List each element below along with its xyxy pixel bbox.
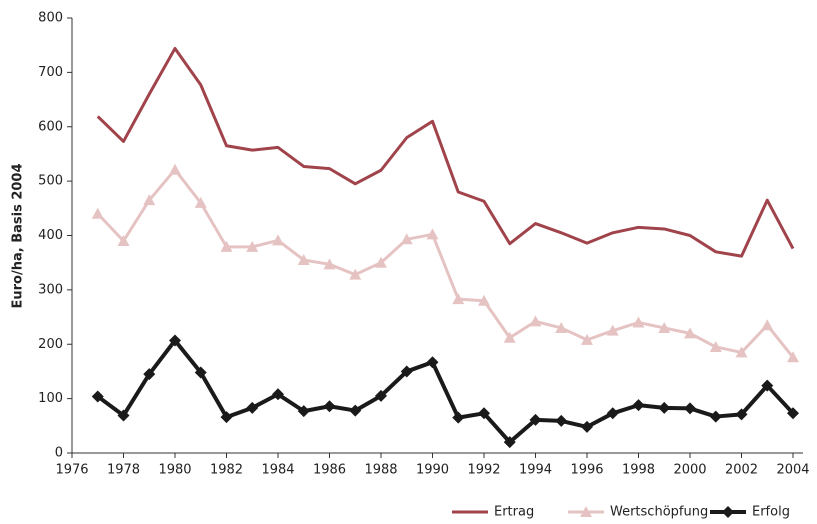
x-tick-label: 1988: [364, 463, 397, 478]
point: [194, 196, 207, 208]
point: [426, 228, 439, 240]
y-tick-label: 300: [38, 282, 63, 297]
point: [452, 411, 465, 424]
x-tick-label: 1992: [467, 463, 500, 478]
point: [426, 356, 439, 369]
point: [581, 420, 593, 433]
y-tick-label: 500: [38, 174, 63, 189]
y-tick-label: 600: [38, 119, 63, 134]
x-tick-label: 2000: [673, 463, 706, 478]
y-tick-label: 800: [38, 11, 63, 26]
point: [143, 368, 156, 381]
point: [606, 407, 619, 420]
point: [323, 400, 336, 413]
x-tick-label: 1980: [158, 463, 191, 478]
series-line: [96, 168, 795, 359]
x-tick-label: 1994: [519, 463, 552, 478]
point: [529, 413, 542, 426]
point: [735, 346, 748, 358]
point: [117, 234, 130, 246]
point: [503, 331, 516, 343]
point: [632, 399, 645, 412]
point: [272, 234, 284, 246]
x-tick-label: 1998: [622, 463, 655, 478]
y-axis-label: Euro/ha, Basis 2004: [11, 163, 26, 308]
point: [709, 340, 722, 352]
point: [606, 324, 619, 336]
point: [400, 365, 413, 378]
legend-marker: [722, 506, 734, 518]
point: [761, 319, 774, 331]
point: [375, 389, 387, 402]
x-tick-label: 2004: [776, 463, 809, 478]
point: [143, 194, 156, 206]
x-tick-label: 1996: [570, 463, 603, 478]
x-tick-label: 1982: [210, 463, 243, 478]
legend-label: Ertrag: [494, 505, 534, 520]
point: [478, 294, 490, 306]
series-line: [96, 46, 795, 258]
point: [684, 327, 696, 339]
x-tick-label: 2002: [725, 463, 758, 478]
point: [684, 402, 696, 415]
y-tick-label: 200: [38, 337, 63, 352]
point: [555, 414, 568, 427]
point: [658, 321, 671, 333]
x-tick-label: 1986: [313, 463, 346, 478]
point: [709, 410, 722, 423]
point: [349, 404, 362, 417]
x-tick-label: 1990: [416, 463, 449, 478]
point: [478, 407, 490, 420]
x-tick-label: 1984: [261, 463, 294, 478]
point: [169, 163, 181, 175]
y-tick-label: 0: [55, 446, 63, 461]
point: [91, 390, 104, 403]
point: [220, 240, 233, 252]
point: [555, 321, 568, 333]
point: [503, 436, 516, 449]
point: [787, 351, 799, 363]
point: [297, 253, 310, 265]
point: [246, 401, 259, 414]
point: [169, 334, 181, 347]
point: [220, 411, 233, 424]
point: [349, 268, 362, 280]
legend-label: Erfolg: [752, 505, 790, 520]
point: [735, 408, 748, 421]
x-tick-label: 1976: [55, 463, 88, 478]
y-tick-label: 400: [38, 228, 63, 243]
point: [400, 233, 413, 245]
point: [117, 409, 130, 422]
point: [194, 366, 207, 379]
point: [272, 388, 284, 401]
point: [91, 207, 104, 219]
y-tick-label: 700: [38, 65, 63, 80]
point: [529, 315, 542, 327]
x-tick-label: 1978: [107, 463, 140, 478]
point: [632, 316, 645, 328]
point: [761, 379, 774, 392]
series-line: [96, 338, 795, 445]
legend-label: Wertschöpfung: [610, 505, 708, 520]
point: [787, 407, 799, 420]
legend-marker: [580, 506, 592, 517]
point: [375, 256, 387, 268]
point: [658, 401, 671, 414]
point: [581, 333, 593, 345]
y-tick-label: 100: [38, 391, 63, 406]
point: [246, 240, 259, 252]
point: [297, 405, 310, 418]
point: [323, 258, 336, 270]
point: [452, 293, 465, 305]
